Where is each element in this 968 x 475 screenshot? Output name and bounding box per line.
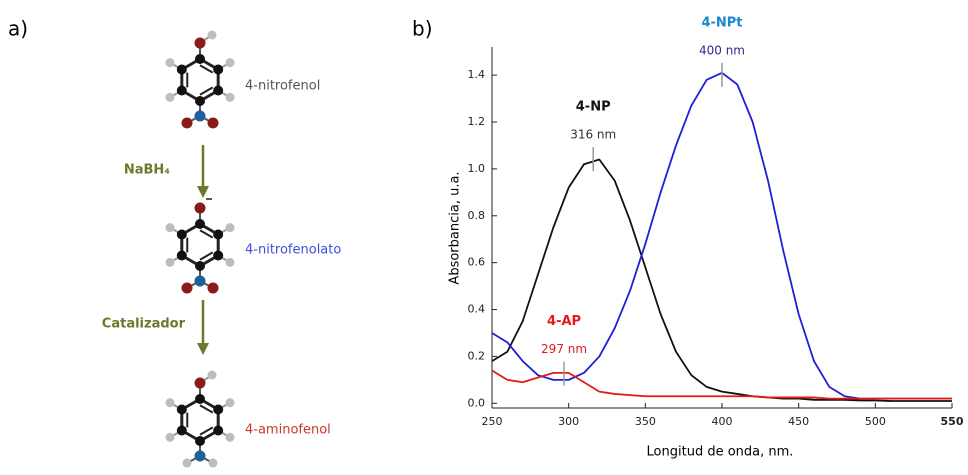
y-tick-label: 1.0 <box>468 162 486 175</box>
bond <box>199 251 214 261</box>
atom <box>176 64 187 75</box>
atom <box>207 282 219 294</box>
atom <box>225 398 235 408</box>
atom <box>194 275 206 287</box>
atom <box>194 37 206 49</box>
atom <box>213 425 224 436</box>
molecule-label: 4-aminofenol <box>245 423 331 438</box>
x-tick-label: 400 <box>712 415 733 428</box>
atom <box>165 58 175 68</box>
atom <box>213 85 224 96</box>
atom <box>194 450 206 462</box>
bond <box>199 229 214 239</box>
atom <box>208 458 218 468</box>
y-tick-label: 0.2 <box>468 349 486 362</box>
atom <box>176 425 187 436</box>
atom <box>176 404 187 415</box>
atom <box>225 257 235 267</box>
series-line <box>491 369 952 400</box>
atom <box>225 92 235 102</box>
atom <box>213 404 224 415</box>
x-tick-label: 550 <box>941 415 964 428</box>
y-tick-label: 0.6 <box>468 256 486 269</box>
atom <box>195 219 205 229</box>
y-tick-label: 0.0 <box>468 396 486 409</box>
y-tick-label: 0.8 <box>468 209 486 222</box>
atom <box>195 54 205 64</box>
molecule-label: 4-nitrofenol <box>245 79 320 94</box>
peak-label: 297 nm <box>541 342 587 356</box>
series-line <box>491 158 952 402</box>
panel-label: a) <box>8 17 28 41</box>
atom <box>165 223 175 233</box>
bond <box>199 426 214 436</box>
atom <box>181 117 193 129</box>
atom <box>176 85 187 96</box>
x-tick-label: 450 <box>788 415 809 428</box>
peak-label: 400 nm <box>699 43 745 57</box>
bond <box>199 404 214 414</box>
atom <box>176 229 187 240</box>
series-name: 4-AP <box>547 314 581 329</box>
bond <box>199 86 214 96</box>
atom <box>225 432 235 442</box>
atom <box>207 370 217 380</box>
atom <box>181 282 193 294</box>
bond <box>199 64 214 74</box>
series-name: 4-NPt <box>701 15 742 30</box>
atom <box>165 257 175 267</box>
x-tick-label: 500 <box>865 415 886 428</box>
y-tick-label: 0.4 <box>468 303 486 316</box>
atom <box>213 250 224 261</box>
atom <box>195 261 205 271</box>
reagent: Catalizador <box>102 317 186 332</box>
y-axis-label: Absorbancia, u.a. <box>448 171 463 284</box>
atom <box>165 398 175 408</box>
atom <box>213 64 224 75</box>
atom <box>165 432 175 442</box>
atom <box>207 30 217 40</box>
atom <box>182 458 192 468</box>
atom <box>194 377 206 389</box>
panel-label: b) <box>412 17 433 41</box>
arrows <box>197 145 209 355</box>
atom <box>194 202 206 214</box>
atom <box>195 436 205 446</box>
x-tick-label: 250 <box>482 415 503 428</box>
atom <box>176 250 187 261</box>
atom <box>195 96 205 106</box>
molecule-label: 4-nitrofenolato <box>245 243 341 258</box>
x-tick-label: 300 <box>558 415 579 428</box>
atom <box>225 58 235 68</box>
peak-label: 316 nm <box>570 128 616 142</box>
atom <box>165 92 175 102</box>
y-tick-label: 1.2 <box>468 115 486 128</box>
x-tick-label: 350 <box>635 415 656 428</box>
reagent: NaBH₄ <box>124 163 170 178</box>
atom <box>225 223 235 233</box>
series-name: 4-NP <box>576 100 611 115</box>
x-axis-label: Longitud de onda, nm. <box>647 445 794 460</box>
atom <box>207 117 219 129</box>
scheme <box>165 30 235 468</box>
atom <box>195 394 205 404</box>
atom <box>194 110 206 122</box>
y-tick-label: 1.4 <box>468 68 486 81</box>
atom <box>213 229 224 240</box>
